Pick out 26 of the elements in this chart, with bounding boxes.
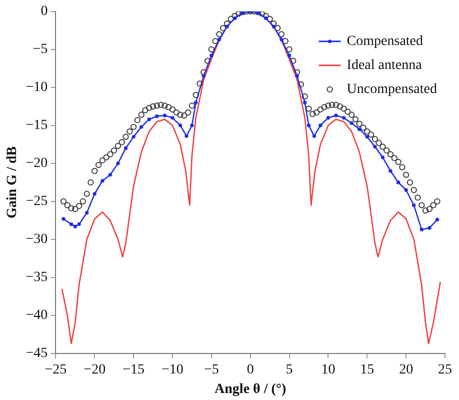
y-tick-label: 0 [40,4,48,20]
x-tick-label: 20 [399,362,414,378]
x-tick-label: −15 [122,362,145,378]
y-tick-label: −5 [32,42,48,58]
x-tick-label: −20 [84,362,106,378]
y-tick-label: −40 [26,308,48,324]
y-tick-label: −20 [26,156,48,172]
y-tick-label: −35 [26,270,48,286]
legend-label: Ideal antenna [346,58,423,74]
x-tick-label: −5 [204,362,219,378]
y-tick-label: −10 [26,80,48,96]
y-tick-label: −15 [26,118,48,134]
x-tick-label: 5 [286,362,293,378]
x-tick-label: 10 [321,362,336,378]
x-tick-label: 15 [360,362,374,378]
legend-label: Compensated [346,34,424,50]
y-tick-label: −30 [26,232,48,248]
x-tick-label: −25 [44,362,67,378]
y-tick-label: −45 [26,346,48,362]
y-tick-label: −25 [26,194,48,210]
y-axis-title: Gain G / dB [5,146,20,218]
x-axis-title: Angle θ / (°) [214,382,286,398]
x-tick-label: −10 [162,362,184,378]
x-tick-label: 25 [438,362,452,378]
legend-label: Uncompensated [346,82,438,98]
x-tick-label: 0 [246,362,254,378]
